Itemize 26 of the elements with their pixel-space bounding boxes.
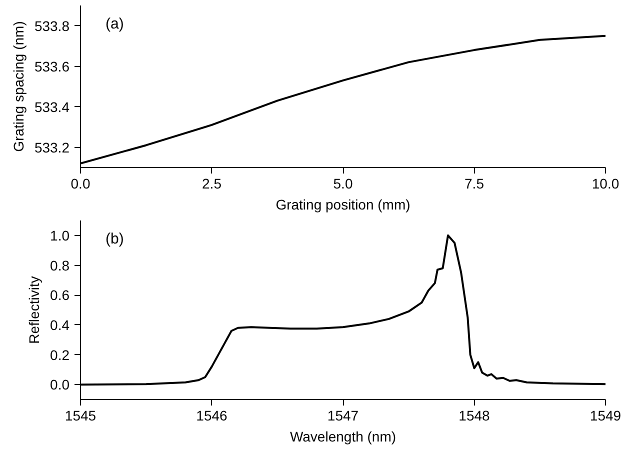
y-axis-title: Grating spacing (nm) [10,21,26,152]
x-tick-label: 1547 [327,408,359,424]
annotation: (b) [106,230,124,248]
y-tick-label: 0.4 [50,316,70,333]
x-axis-title: Grating position (mm) [276,196,410,212]
x-tick-label: 10.0 [592,176,620,192]
x-tick-label: 7.5 [464,176,484,192]
y-tick-label: 533.6 [34,58,70,74]
x-tick-label: 1548 [458,408,490,424]
x-tick-label: 5.0 [333,176,353,192]
y-tick-label: 533.8 [34,18,70,34]
x-tick-label: 1546 [196,408,228,424]
y-tick-label: 0.8 [50,257,70,274]
y-tick-label: 533.4 [34,98,70,115]
x-tick-label: 1545 [64,408,96,424]
y-axis-title: Reflectivity [26,276,42,344]
y-tick-label: 533.2 [34,139,70,156]
x-tick-label: 1549 [590,408,622,424]
annotation: (a) [106,16,124,32]
y-tick-label: 1.0 [50,227,70,244]
x-tick-label: 2.5 [202,176,222,192]
y-tick-label: 0.2 [50,346,70,363]
y-tick-label: 0.6 [50,287,70,304]
y-tick-label: 0.0 [50,376,70,393]
x-axis-title: Wavelength (nm) [290,428,396,444]
x-tick-label: 0.0 [70,176,90,192]
